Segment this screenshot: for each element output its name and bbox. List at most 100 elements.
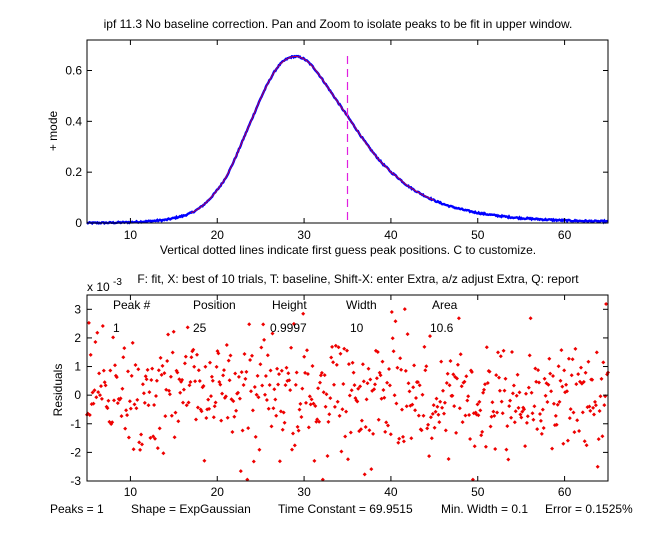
residual-point [288,388,293,393]
residual-point [465,398,470,403]
status-time-constant: Time Constant = 69.9515 [278,502,413,516]
residual-point [570,357,575,362]
residual-point [87,413,92,417]
residual-point [328,396,333,401]
residual-point [356,386,361,391]
residual-point [385,380,390,385]
residual-point [336,345,341,350]
residual-point [565,438,570,443]
residual-point [100,324,105,328]
residual-point [284,365,289,370]
residual-point [476,413,481,418]
residual-point [497,375,501,380]
residual-point [227,378,232,383]
upper-ticks: 10 20 30 40 50 60 0 0.2 0.4 0.6 [65,40,608,242]
residual-point [216,351,221,356]
residual-point [214,364,219,369]
residual-point [169,413,174,418]
lower-exponent-label: x 10 -3 [87,277,122,294]
residual-point [553,413,558,418]
residual-point [105,406,110,411]
upper-x-tick-label: 30 [297,228,311,242]
lower-y-tick-label: 0 [74,388,81,402]
residual-point [490,400,495,405]
residual-point [324,392,329,397]
residual-point [452,404,457,409]
upper-plot-area[interactable] [87,40,608,223]
residual-point [472,444,477,449]
upper-x-tick-label: 60 [558,228,572,242]
residual-point [565,389,569,394]
residual-point [451,372,456,377]
residual-point [469,370,474,374]
residual-point [376,417,381,422]
residual-point [170,350,175,355]
residual-point [568,407,573,412]
residual-point [425,426,430,431]
residual-point [207,406,212,411]
upper-y-tick-label: 0.4 [65,114,82,128]
residual-point [332,382,336,387]
residual-point [516,405,521,410]
residual-point [374,376,379,381]
residual-point [129,373,134,378]
residual-point [158,355,163,360]
residual-point [88,352,93,357]
residual-point [349,388,354,393]
residual-point [551,374,555,378]
lower-plot-area[interactable] [87,295,608,481]
lower-y-tick-label: -3 [70,474,81,488]
residual-point [442,411,446,416]
residual-point [467,413,472,417]
residual-point [175,370,180,375]
residual-point [428,415,433,420]
residual-point [333,343,338,348]
lower-plot[interactable]: F: fit, X: best of 10 trials, T: baselin… [51,272,610,499]
residual-point [94,395,99,400]
status-min-width: Min. Width = 0.1 [441,502,528,516]
residual-point [360,362,365,367]
residual-point [331,360,336,365]
residual-point [434,396,439,401]
residual-point [482,387,486,392]
residual-point [522,407,527,412]
residual-point [594,350,599,355]
residual-point [302,354,307,359]
residual-point [161,451,166,456]
residual-point [528,316,533,321]
residual-point [547,356,552,361]
residual-point [226,358,231,363]
residual-point [417,383,422,388]
residual-point [250,408,255,413]
residual-point [136,367,141,372]
upper-plot[interactable]: ipf 11.3 No baseline correction. Pan and… [46,17,609,257]
residual-point [293,382,298,387]
residual-point [301,311,306,316]
residual-point [124,408,129,413]
residual-point [282,420,287,425]
residual-point [358,384,363,389]
residual-point [436,412,441,417]
residual-point [524,391,528,396]
residual-point [98,393,102,398]
residual-point [186,400,191,405]
residual-point [446,457,451,461]
residual-point [131,447,136,452]
residual-point [275,366,280,371]
residual-point [147,390,152,395]
residual-point [167,388,171,393]
residual-point [404,404,409,409]
residual-point [143,374,148,379]
residual-point [413,408,418,413]
residual-point [255,373,260,378]
residual-point [604,302,609,306]
results-cell-width: 10 [350,321,364,335]
residual-point [102,380,107,385]
residual-point [554,422,559,427]
residual-point [431,403,436,408]
residual-point [176,419,181,424]
residual-point [492,413,497,418]
residual-point [261,322,266,327]
residual-point [543,393,548,398]
residual-point [86,320,91,325]
